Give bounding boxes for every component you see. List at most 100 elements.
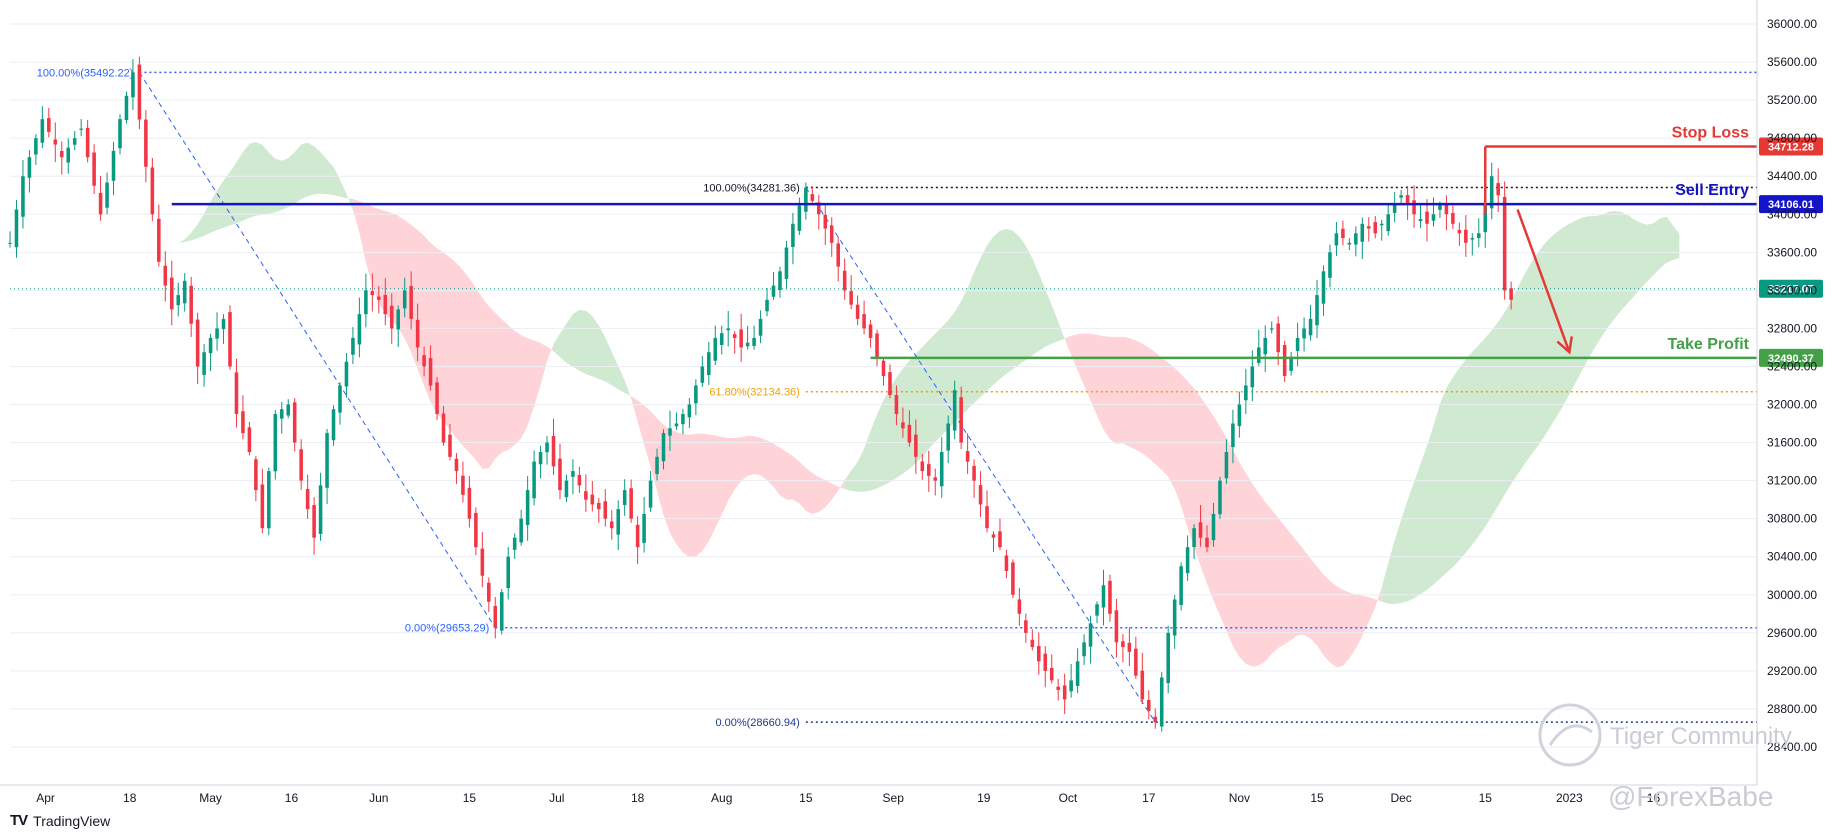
grid-lines [10,23,1757,748]
candle-up [1399,195,1403,198]
candle-up [1321,271,1326,304]
price-tick-label: 28800.00 [1767,702,1817,716]
candle-up [719,333,724,345]
candle-down [1024,620,1028,633]
candle-up [545,442,549,453]
watermark-handle: @ForexBabe [1608,781,1773,812]
candle-down [597,502,601,510]
candle-down [241,411,245,434]
candle-up [286,404,291,416]
candle-up [525,490,530,526]
candle-down [59,151,64,158]
candle-up [124,95,129,120]
candle-up [40,119,45,143]
time-tick-label: Jun [369,791,388,805]
candle-down [1509,288,1513,300]
candle-up [1082,642,1086,657]
candle-down [635,524,640,548]
candle-up [946,423,950,451]
price-tick-label: 34800.00 [1767,131,1817,145]
candle-up [616,509,620,535]
candle-up [1289,356,1293,371]
candle-up [1263,337,1268,355]
candle-down [933,477,938,481]
candle-up [1166,632,1170,684]
candle-up [648,480,653,508]
candle-down [907,424,912,443]
level-name: Take Profit [1668,336,1750,353]
candle-up [1075,661,1080,686]
candle-down [189,285,193,324]
price-tick-label: 28400.00 [1767,740,1817,754]
time-tick-label: Nov [1229,791,1250,805]
candle-down [965,451,970,462]
candle-down [299,449,303,481]
candle-up [1470,238,1475,240]
candle-down [150,167,155,215]
candle-up [1257,347,1261,363]
candle-down [1373,222,1378,234]
candle-down [435,382,439,415]
candle-up [1244,385,1248,401]
candle-up [1483,204,1488,233]
fib-level-label: 61.80%(32134.36) [709,387,800,399]
candle-down [47,118,51,132]
level-price-label: 34712.28 [1768,142,1814,154]
candle-down [1282,345,1287,376]
cloud-bullish [844,228,1065,492]
fib-level-label: 100.00%(34281.36) [703,183,800,195]
candle-up [532,461,536,499]
candle-up [21,176,25,217]
candle-down [998,531,1002,548]
price-tick-label: 34400.00 [1767,169,1817,183]
candle-down [1037,645,1041,662]
cloud-bullish [553,309,632,399]
candle-up [1379,223,1384,226]
candle-down [1496,183,1500,196]
candle-up [1295,337,1300,352]
candle-down [1198,522,1203,538]
candle-up [622,490,627,505]
time-tick-label: 17 [1142,791,1156,805]
candle-up [1354,233,1358,245]
candle-up [351,337,355,355]
candle-down [1205,537,1209,548]
candle-up [1308,318,1313,336]
time-tick-label: 16 [1647,791,1661,805]
tradingview-brand[interactable]: TV TradingView [10,812,110,829]
candle-down [1030,639,1035,648]
candle-down [829,225,834,243]
candle-up [66,147,71,163]
candle-up [1302,328,1306,339]
level-price-tag [1759,195,1823,214]
watermark: Tiger Community @ForexBabe [1538,703,1792,812]
candle-up [1269,328,1274,330]
candle-down [1127,642,1132,652]
time-tick-label: 15 [1310,791,1324,805]
time-tick-label: 18 [123,791,137,805]
candle-down [914,434,918,457]
candle-down [169,277,174,310]
candle-up [8,242,12,244]
candle-up [752,337,756,346]
candle-up [1224,452,1229,479]
candle-down [195,319,200,367]
candle-down [972,465,976,481]
candle-up [1231,423,1235,448]
candle-up [118,119,122,149]
candle-up [1334,233,1339,246]
candle-up [512,537,517,550]
candle-down [959,397,963,443]
candle-up [1095,604,1099,616]
candle-down [92,152,96,186]
candle-up [1360,223,1365,242]
candle-up [402,290,407,309]
candle-up [1386,214,1390,232]
time-axis[interactable]: Apr 18 May 16 Jun 15 Jul 18 Aug 15 Sep 19 Oct 17 Nov 15… [0,784,1757,805]
tiger-logo-icon [1538,703,1602,767]
price-axis[interactable]: 36000.00 35600.00 35200.00 34800.00 34400.00… [1756,0,1817,785]
candle-up [1192,528,1196,548]
candle-down [493,606,498,628]
price-tick-label: 35600.00 [1767,55,1817,69]
